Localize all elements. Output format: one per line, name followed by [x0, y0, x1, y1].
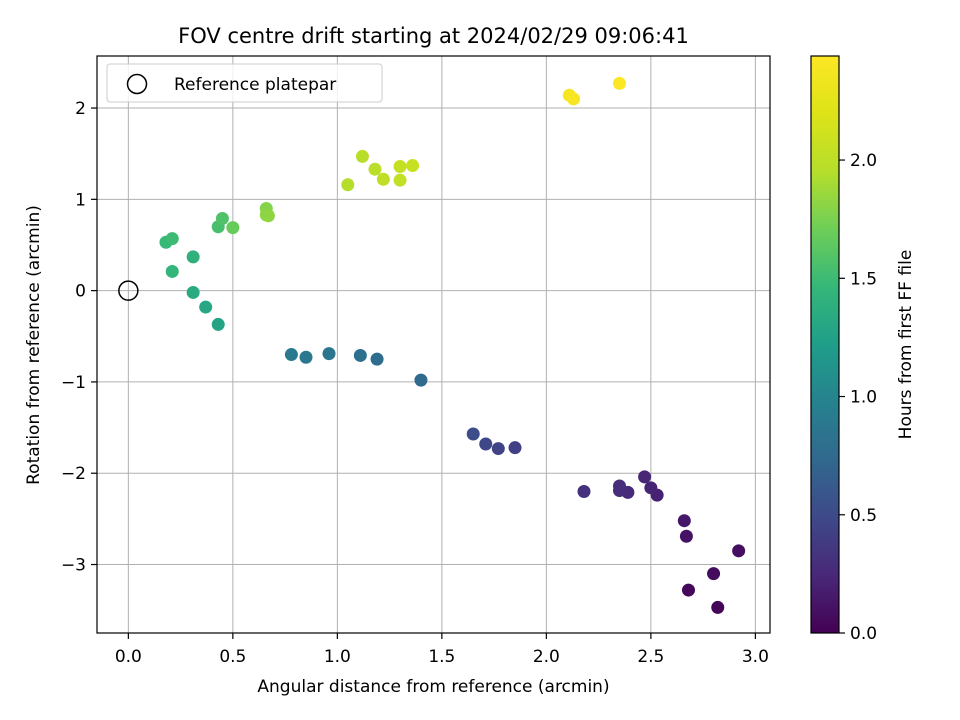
- colorbar-label: Hours from first FF file: [896, 250, 916, 440]
- x-tick-label: 0.0: [115, 647, 142, 667]
- data-point: [393, 159, 407, 173]
- legend-marker-reference: [126, 73, 148, 95]
- chart-title: FOV centre drift starting at 2024/02/29 …: [178, 24, 689, 48]
- data-point: [466, 427, 480, 441]
- y-tick-label: −2: [61, 464, 86, 484]
- data-point: [732, 544, 746, 558]
- data-point: [711, 600, 725, 614]
- data-point: [577, 484, 591, 498]
- colorbar-ticks: 0.0 0.5 1.0 1.5 2.0: [839, 151, 877, 644]
- colorbar-tick-label: 0.5: [850, 506, 877, 526]
- y-tick-label: −3: [61, 556, 86, 576]
- reference-platepar-marker: [118, 280, 139, 301]
- data-point: [681, 583, 695, 597]
- data-point: [414, 373, 428, 387]
- legend: Reference platepar: [106, 63, 383, 103]
- grid: [97, 56, 770, 633]
- x-axis-label: Angular distance from reference (arcmin): [257, 677, 609, 697]
- data-point: [613, 76, 627, 90]
- y-axis-label: Rotation from reference (arcmin): [24, 205, 44, 485]
- colorbar-tick-label: 0.0: [850, 624, 877, 644]
- data-point: [491, 442, 505, 456]
- data-point: [613, 479, 627, 493]
- data-point: [638, 470, 652, 484]
- data-point: [508, 441, 522, 455]
- x-tick-label: 3.0: [742, 647, 769, 667]
- data-point: [226, 221, 240, 235]
- x-tick-label: 1.5: [428, 647, 455, 667]
- data-point: [355, 149, 369, 163]
- y-axis-ticks: −3 −2 −1 0 1 2: [61, 99, 97, 576]
- x-tick-label: 0.5: [219, 647, 246, 667]
- data-point: [370, 352, 384, 366]
- data-point: [567, 92, 581, 106]
- data-point: [322, 347, 336, 361]
- data-point: [393, 173, 407, 187]
- colorbar-frame: [810, 55, 840, 634]
- data-point: [479, 437, 493, 451]
- data-point: [284, 348, 298, 362]
- data-point: [644, 481, 658, 495]
- x-tick-label: 1.0: [324, 647, 351, 667]
- y-tick-label: 2: [75, 99, 86, 119]
- data-point: [406, 159, 420, 173]
- data-point: [679, 529, 693, 543]
- plot-area-frame: [96, 55, 771, 634]
- x-axis-ticks: 0.0 0.5 1.0 1.5 2.0 2.5 3.0: [115, 633, 769, 667]
- data-point: [261, 209, 275, 223]
- data-point: [165, 232, 179, 246]
- data-point: [211, 317, 225, 331]
- colorbar-tick-label: 2.0: [850, 151, 877, 171]
- data-point: [677, 514, 691, 528]
- data-point: [376, 172, 390, 186]
- data-point: [299, 350, 313, 364]
- data-points: [118, 76, 746, 614]
- y-tick-label: 0: [75, 282, 86, 302]
- data-point: [186, 250, 200, 264]
- y-tick-label: 1: [75, 190, 86, 210]
- data-point: [353, 348, 367, 362]
- data-point: [186, 285, 200, 299]
- data-point: [707, 567, 721, 581]
- colorbar-tick-label: 1.5: [850, 269, 877, 289]
- colorbar: 0.0 0.5 1.0 1.5 2.0 Hours from first FF file: [810, 55, 916, 644]
- y-tick-label: −1: [61, 373, 86, 393]
- data-point: [199, 300, 213, 314]
- legend-box: [106, 63, 383, 103]
- legend-label-reference: Reference platepar: [174, 75, 336, 95]
- data-point: [165, 264, 179, 278]
- data-point: [341, 178, 355, 192]
- x-tick-label: 2.0: [533, 647, 560, 667]
- colorbar-tick-label: 1.0: [850, 388, 877, 408]
- data-point: [215, 212, 229, 226]
- data-point: [368, 162, 382, 176]
- x-tick-label: 2.5: [637, 647, 664, 667]
- colorbar-gradient: [811, 56, 839, 633]
